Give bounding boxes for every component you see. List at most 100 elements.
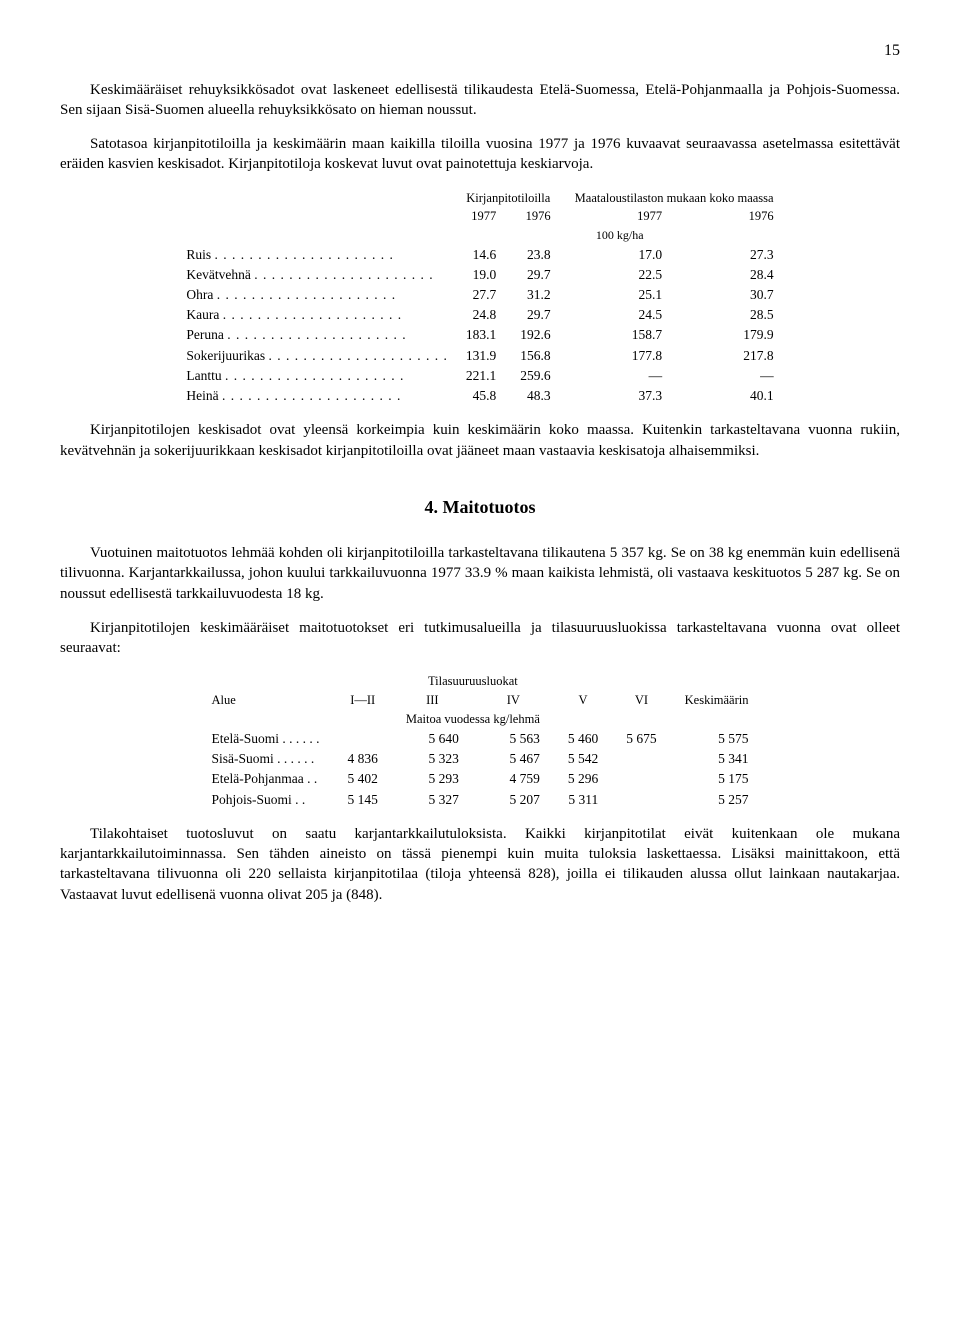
paragraph-3: Kirjanpitotilojen keskisadot ovat yleens… (60, 420, 900, 461)
row-label: Pohjois-Suomi . . (198, 790, 334, 810)
cell: 217.8 (674, 346, 785, 366)
row-label: Sokerijuurikas (174, 346, 454, 366)
cell: 5 296 (554, 769, 612, 789)
cell: 5 341 (671, 749, 763, 769)
cell: 4 836 (334, 749, 392, 769)
table-row: Peruna 183.1192.6158.7179.9 (174, 325, 785, 345)
cell: 37.3 (563, 386, 674, 406)
paragraph-5: Kirjanpitotilojen keskimääräiset maitotu… (60, 618, 900, 659)
cell: 27.3 (674, 245, 785, 265)
cell: 22.5 (563, 265, 674, 285)
table-row: Pohjois-Suomi . .5 1455 3275 2075 311 5 2… (198, 790, 763, 810)
cell (612, 790, 670, 810)
cell: 48.3 (508, 386, 562, 406)
cell: 19.0 (454, 265, 508, 285)
cell: 28.5 (674, 305, 785, 325)
cell: 24.8 (454, 305, 508, 325)
page-number: 15 (60, 40, 900, 62)
table-row: Etelä-Pohjanmaa . .5 4025 2934 7595 2965… (198, 769, 763, 789)
cell: 17.0 (563, 245, 674, 265)
col-group-label: Tilasuuruusluokat (392, 672, 554, 691)
cell: 5 460 (554, 729, 612, 749)
paragraph-1: Keskimääräiset rehuyksikkösadot ovat las… (60, 80, 900, 121)
cell: — (563, 366, 674, 386)
col-year: 1976 (674, 207, 785, 226)
cell: 131.9 (454, 346, 508, 366)
cell: 28.4 (674, 265, 785, 285)
table-row: Sisä-Suomi . . . . . .4 8365 3235 4675 5… (198, 749, 763, 769)
table-row: Kaura 24.829.724.528.5 (174, 305, 785, 325)
cell: 5 563 (473, 729, 554, 749)
cell: 23.8 (508, 245, 562, 265)
cell: 5 207 (473, 790, 554, 810)
col-head: V (554, 691, 612, 710)
col-head: III (392, 691, 473, 710)
cell: 4 759 (473, 769, 554, 789)
table-row: Kevätvehnä 19.029.722.528.4 (174, 265, 785, 285)
cell: 24.5 (563, 305, 674, 325)
cell (334, 729, 392, 749)
row-label: Heinä (174, 386, 454, 406)
cell: 27.7 (454, 285, 508, 305)
cell: 30.7 (674, 285, 785, 305)
row-label: Kaura (174, 305, 454, 325)
col-head: I—II (334, 691, 392, 710)
cell: 5 467 (473, 749, 554, 769)
col-year: 1976 (508, 207, 562, 226)
cell: 45.8 (454, 386, 508, 406)
cell: 5 640 (392, 729, 473, 749)
cell: 14.6 (454, 245, 508, 265)
row-label: Ruis (174, 245, 454, 265)
table-row: Ruis 14.623.817.027.3 (174, 245, 785, 265)
paragraph-2: Satotasoa kirjanpitotiloilla ja keskimää… (60, 134, 900, 175)
cell: 179.9 (674, 325, 785, 345)
row-label: Ohra (174, 285, 454, 305)
col-head: Keskimäärin (671, 691, 763, 710)
col-head: VI (612, 691, 670, 710)
col-head: IV (473, 691, 554, 710)
row-label: Sisä-Suomi . . . . . . (198, 749, 334, 769)
table-row: Ohra 27.731.225.130.7 (174, 285, 785, 305)
row-label: Etelä-Suomi . . . . . . (198, 729, 334, 749)
cell: 5 293 (392, 769, 473, 789)
cell: 29.7 (508, 305, 562, 325)
table-row: Sokerijuurikas 131.9156.8177.8217.8 (174, 346, 785, 366)
unit-label: Maitoa vuodessa kg/lehmä (392, 710, 554, 729)
cell: 177.8 (563, 346, 674, 366)
cell: 5 542 (554, 749, 612, 769)
cell: 29.7 (508, 265, 562, 285)
cell: 5 402 (334, 769, 392, 789)
cell: 5 675 (612, 729, 670, 749)
col-year: 1977 (563, 207, 674, 226)
paragraph-6: Tilakohtaiset tuotosluvut on saatu karja… (60, 824, 900, 905)
cell: 183.1 (454, 325, 508, 345)
col-year: 1977 (454, 207, 508, 226)
cell: 5 145 (334, 790, 392, 810)
cell: 31.2 (508, 285, 562, 305)
table-row: Etelä-Suomi . . . . . .5 6405 5635 4605 … (198, 729, 763, 749)
unit-label: 100 kg/ha (454, 226, 786, 244)
col-group-1: Kirjanpitotiloilla (454, 189, 563, 208)
cell: 5 257 (671, 790, 763, 810)
table-crop-yields: Kirjanpitotiloilla Maataloustilaston muk… (174, 189, 785, 407)
cell: 5 575 (671, 729, 763, 749)
paragraph-4: Vuotuinen maitotuotos lehmää kohden oli … (60, 543, 900, 604)
col-area: Alue (198, 691, 334, 710)
cell: 5 323 (392, 749, 473, 769)
table-milk-yield: Tilasuuruusluokat Alue I—II III IV V VI … (198, 672, 763, 810)
row-label: Peruna (174, 325, 454, 345)
cell: 40.1 (674, 386, 785, 406)
cell: 5 327 (392, 790, 473, 810)
cell: 25.1 (563, 285, 674, 305)
cell (612, 769, 670, 789)
cell: 5 311 (554, 790, 612, 810)
row-label: Lanttu (174, 366, 454, 386)
cell (612, 749, 670, 769)
cell: 156.8 (508, 346, 562, 366)
table-row: Lanttu 221.1259.6—— (174, 366, 785, 386)
section-heading: 4. Maitotuotos (60, 495, 900, 519)
row-label: Etelä-Pohjanmaa . . (198, 769, 334, 789)
col-group-2: Maataloustilaston mukaan koko maassa (563, 189, 786, 208)
row-label: Kevätvehnä (174, 265, 454, 285)
cell: 158.7 (563, 325, 674, 345)
